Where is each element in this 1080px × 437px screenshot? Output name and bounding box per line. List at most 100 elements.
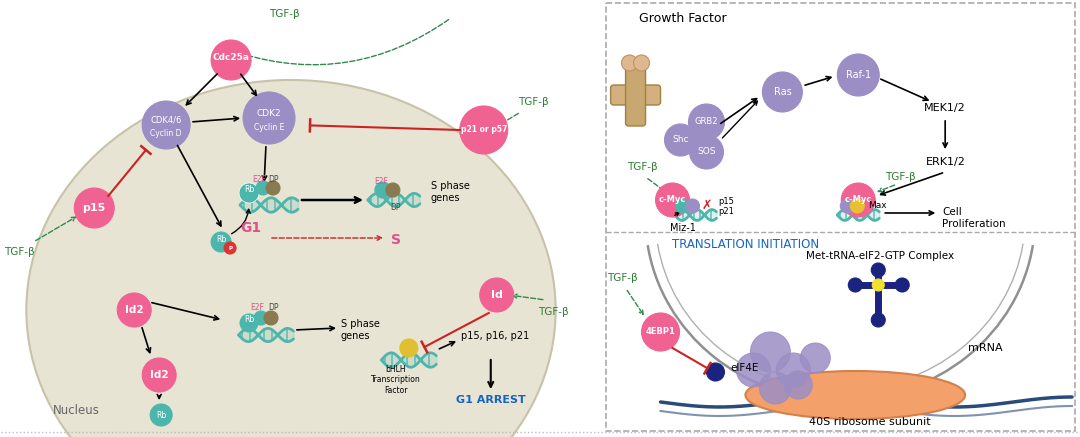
Circle shape (777, 353, 810, 387)
Circle shape (266, 181, 280, 195)
Text: S phase
genes: S phase genes (431, 181, 470, 203)
Text: TGF-β: TGF-β (627, 162, 658, 172)
Circle shape (75, 188, 114, 228)
Text: Cyclin D: Cyclin D (150, 128, 181, 138)
Text: CDK4/6: CDK4/6 (150, 115, 181, 125)
Text: Rb: Rb (216, 235, 226, 243)
Circle shape (143, 101, 190, 149)
Text: Met-tRNA-eIF2-GTP Complex: Met-tRNA-eIF2-GTP Complex (806, 251, 955, 261)
Ellipse shape (745, 371, 966, 419)
Text: Max: Max (868, 201, 887, 209)
Ellipse shape (26, 80, 556, 437)
Text: TGF-β: TGF-β (607, 273, 638, 283)
Circle shape (254, 311, 268, 325)
Text: Cell
Proliferation: Cell Proliferation (942, 207, 1005, 229)
Text: TGF-β: TGF-β (885, 172, 916, 182)
FancyBboxPatch shape (625, 64, 646, 126)
Text: TGF-β: TGF-β (269, 9, 299, 19)
Circle shape (264, 311, 278, 325)
Text: Rb: Rb (244, 316, 254, 325)
Circle shape (240, 314, 258, 332)
Text: G1: G1 (241, 221, 261, 235)
Text: MEK1/2: MEK1/2 (924, 103, 966, 113)
FancyBboxPatch shape (606, 3, 1075, 431)
Circle shape (751, 332, 791, 372)
Text: p15: p15 (718, 197, 734, 205)
Text: Growth Factor: Growth Factor (638, 11, 726, 24)
Circle shape (784, 371, 812, 399)
Text: G1 ARREST: G1 ARREST (456, 395, 526, 405)
Text: E2F: E2F (252, 174, 266, 184)
Circle shape (686, 199, 700, 213)
Text: c-Myc: c-Myc (845, 195, 872, 205)
Circle shape (150, 404, 172, 426)
Circle shape (622, 55, 637, 71)
Circle shape (873, 279, 885, 291)
Text: p15: p15 (83, 203, 106, 213)
Text: TRANSLATION INITIATION: TRANSLATION INITIATION (672, 239, 819, 252)
Circle shape (840, 199, 854, 213)
Text: TGF-β: TGF-β (518, 97, 549, 107)
Text: DP: DP (391, 204, 401, 212)
Text: S: S (391, 233, 401, 247)
Text: c-Myc: c-Myc (659, 195, 686, 205)
Circle shape (872, 313, 886, 327)
Circle shape (706, 363, 725, 381)
Circle shape (239, 183, 259, 203)
Text: mRNA: mRNA (968, 343, 1002, 353)
Circle shape (480, 278, 514, 312)
Text: TGF-β: TGF-β (4, 247, 35, 257)
Text: S phase
genes: S phase genes (341, 319, 380, 341)
Circle shape (243, 92, 295, 144)
Text: GRB2: GRB2 (694, 118, 718, 126)
Text: Id: Id (490, 290, 502, 300)
Text: bHLH
Transcription
Factor: bHLH Transcription Factor (372, 365, 421, 395)
Text: P: P (228, 246, 232, 250)
Circle shape (675, 199, 689, 213)
Text: Cdc25a: Cdc25a (213, 52, 249, 62)
Circle shape (895, 278, 909, 292)
Text: Shc: Shc (672, 135, 689, 145)
Text: DP: DP (268, 304, 279, 312)
Text: TGF-β: TGF-β (538, 307, 569, 317)
Text: Id2: Id2 (150, 370, 168, 380)
Text: p15, p16, p21: p15, p16, p21 (461, 331, 529, 341)
Circle shape (224, 242, 237, 254)
Circle shape (841, 183, 875, 217)
Circle shape (118, 293, 151, 327)
Text: p21 or p57: p21 or p57 (460, 125, 507, 135)
Circle shape (460, 106, 508, 154)
Text: Rb: Rb (156, 410, 166, 420)
Text: DP: DP (268, 174, 279, 184)
Circle shape (386, 183, 400, 197)
Text: E2F: E2F (374, 177, 388, 187)
Text: 4EBP1: 4EBP1 (646, 327, 675, 336)
Circle shape (400, 339, 418, 357)
Circle shape (689, 135, 724, 169)
Text: ✗: ✗ (701, 198, 712, 212)
Circle shape (762, 72, 802, 112)
Text: Cyclin E: Cyclin E (254, 122, 284, 132)
Text: 40S ribosome subunit: 40S ribosome subunit (809, 417, 931, 427)
Text: SOS: SOS (698, 148, 716, 156)
Text: Raf-1: Raf-1 (846, 70, 870, 80)
Circle shape (634, 55, 649, 71)
Text: Nucleus: Nucleus (53, 403, 100, 416)
Text: CDK2: CDK2 (257, 108, 281, 118)
Circle shape (872, 263, 886, 277)
Circle shape (759, 372, 792, 404)
Text: Ras: Ras (773, 87, 792, 97)
Circle shape (837, 54, 879, 96)
Circle shape (143, 358, 176, 392)
Circle shape (850, 199, 864, 213)
FancyBboxPatch shape (610, 85, 661, 105)
Circle shape (664, 124, 697, 156)
Circle shape (642, 313, 679, 351)
Text: Rb: Rb (244, 185, 254, 194)
Circle shape (737, 353, 770, 387)
Text: eIF4E: eIF4E (730, 363, 759, 373)
Text: E2F: E2F (251, 304, 264, 312)
Circle shape (800, 343, 831, 373)
Circle shape (688, 104, 725, 140)
Circle shape (848, 278, 862, 292)
